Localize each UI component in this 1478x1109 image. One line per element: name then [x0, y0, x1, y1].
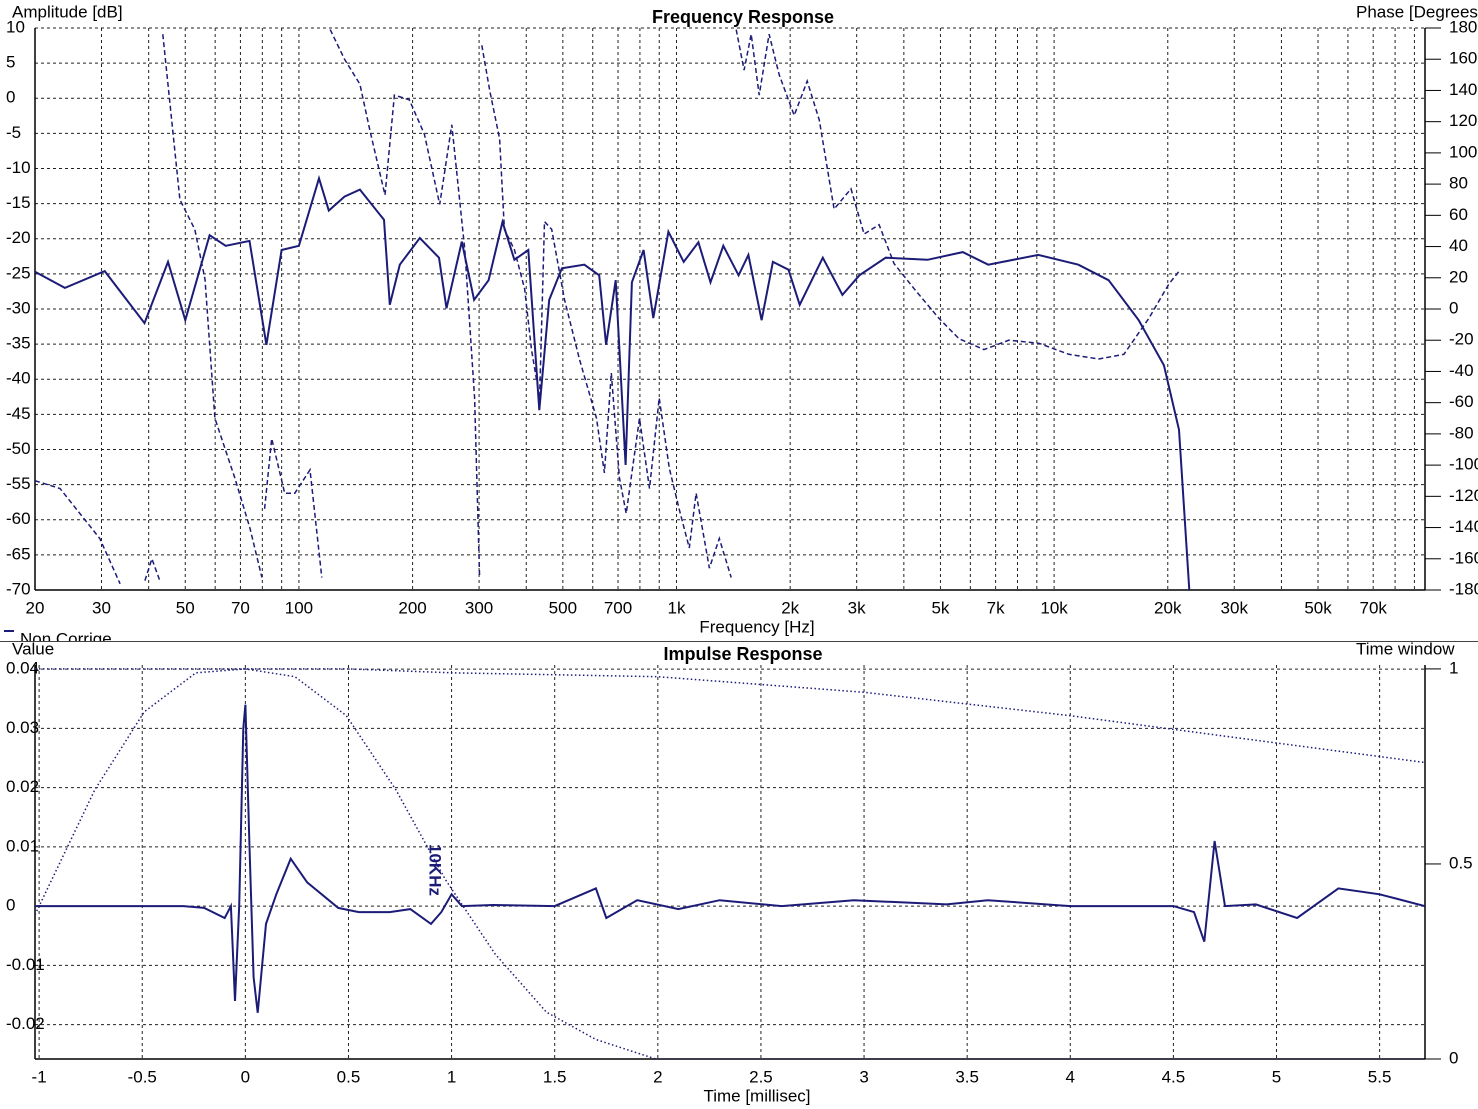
- y-tick-label: -30: [6, 298, 31, 317]
- y2-tick-label: 0: [1449, 1048, 1458, 1067]
- y-tick-label: -0.02: [6, 1014, 45, 1033]
- y2-tick-label: 60: [1449, 205, 1468, 224]
- y2-tick-label: 140: [1449, 80, 1477, 99]
- series-line: [35, 668, 1425, 1059]
- x-tick-label: 700: [604, 598, 632, 617]
- y2-axis-label: Phase [Degrees]: [1356, 2, 1478, 21]
- y2-tick-label: 20: [1449, 267, 1468, 286]
- y2-tick-label: -60: [1449, 392, 1474, 411]
- annotation: 10KHz: [426, 844, 445, 896]
- series-line: [35, 29, 1180, 585]
- x-axis-label: Time [millisec]: [703, 1086, 810, 1105]
- plot-area: [35, 665, 1425, 1059]
- series-line: [35, 174, 1191, 590]
- series-group: [35, 668, 1425, 1059]
- legend-label: Non Corrige: [20, 629, 112, 641]
- x-tick-label: 100: [285, 598, 313, 617]
- x-tick-label: 2: [653, 1067, 662, 1086]
- y2-tick-label: 40: [1449, 236, 1468, 255]
- x-tick-label: 3: [859, 1067, 868, 1086]
- y2-tick-label: -160: [1449, 548, 1478, 567]
- x-tick-label: 5.5: [1368, 1067, 1392, 1086]
- x-tick-label: 300: [465, 598, 493, 617]
- x-tick-label: 5k: [931, 598, 949, 617]
- x-tick-label: 200: [398, 598, 426, 617]
- y-tick-label: -35: [6, 334, 31, 353]
- x-tick-label: 50k: [1304, 598, 1332, 617]
- y-tick-label: 0.02: [6, 777, 39, 796]
- x-tick-label: 0.5: [337, 1067, 361, 1086]
- y2-tick-label: 100: [1449, 142, 1477, 161]
- y2-tick-label: 160: [1449, 49, 1477, 68]
- y-tick-label: -55: [6, 474, 31, 493]
- x-tick-label: 5: [1272, 1067, 1281, 1086]
- y-tick-label: 0.04: [6, 659, 39, 678]
- y-axis-label: Amplitude [dB]: [12, 2, 123, 21]
- y-tick-label: 0: [6, 88, 15, 107]
- y2-tick-label: -120: [1449, 486, 1478, 505]
- chart-panel: 1050-5-10-15-20-25-30-35-40-45-50-55-60-…: [4, 2, 1478, 641]
- y2-tick-label: -80: [1449, 423, 1474, 442]
- y-tick-label: -65: [6, 544, 31, 563]
- y-tick-label: 10: [6, 17, 25, 36]
- y2-tick-label: 1: [1449, 658, 1458, 677]
- x-tick-label: 3.5: [955, 1067, 979, 1086]
- y-axis-label: Value: [12, 641, 54, 658]
- x-tick-label: 4: [1066, 1067, 1075, 1086]
- y2-tick-label: 80: [1449, 174, 1468, 193]
- y2-tick-label: 120: [1449, 111, 1477, 130]
- x-tick-label: 500: [549, 598, 577, 617]
- x-tick-label: 70: [231, 598, 250, 617]
- y-tick-label: -10: [6, 158, 31, 177]
- x-tick-label: 3k: [848, 598, 866, 617]
- x-tick-label: 10k: [1040, 598, 1068, 617]
- x-tick-label: 2.5: [749, 1067, 773, 1086]
- y2-tick-label: -140: [1449, 517, 1478, 536]
- x-tick-label: 30: [92, 598, 111, 617]
- y-tick-label: -5: [6, 123, 21, 142]
- y2-tick-label: -20: [1449, 330, 1474, 349]
- y2-tick-label: -40: [1449, 361, 1474, 380]
- y2-tick-label: 180: [1449, 17, 1477, 36]
- y-tick-label: -45: [6, 404, 31, 423]
- x-axis-label: Frequency [Hz]: [699, 617, 814, 636]
- y-tick-label: -60: [6, 509, 31, 528]
- x-tick-label: 4.5: [1162, 1067, 1186, 1086]
- series-line: [35, 704, 1425, 1013]
- series-group: [35, 29, 1191, 590]
- chart-title: Frequency Response: [652, 7, 834, 27]
- x-tick-label: -0.5: [128, 1067, 157, 1086]
- y-tick-label: -50: [6, 439, 31, 458]
- y-tick-label: 0: [6, 896, 15, 915]
- y2-tick-label: -180: [1449, 579, 1478, 598]
- y2-tick-label: -100: [1449, 455, 1478, 474]
- y-tick-label: -70: [6, 579, 31, 598]
- x-tick-label: 50: [176, 598, 195, 617]
- y-tick-label: -40: [6, 369, 31, 388]
- x-tick-label: 2k: [781, 598, 799, 617]
- y2-tick-label: 0: [1449, 298, 1458, 317]
- x-tick-label: 30k: [1221, 598, 1249, 617]
- y-tick-label: -15: [6, 193, 31, 212]
- x-tick-label: 1: [447, 1067, 456, 1086]
- y2-tick-label: 0.5: [1449, 853, 1473, 872]
- chart-title: Impulse Response: [663, 644, 822, 664]
- x-tick-label: 1k: [668, 598, 686, 617]
- y-tick-label: 5: [6, 53, 15, 72]
- x-tick-label: 20: [26, 598, 45, 617]
- y2-axis-label: Time window: [1356, 641, 1455, 658]
- x-tick-label: 0: [241, 1067, 250, 1086]
- y-tick-label: 0.01: [6, 836, 39, 855]
- x-tick-label: 7k: [987, 598, 1005, 617]
- x-tick-label: 1.5: [543, 1067, 567, 1086]
- y-tick-label: -25: [6, 263, 31, 282]
- x-tick-label: 20k: [1154, 598, 1182, 617]
- x-tick-label: 70k: [1359, 598, 1387, 617]
- y-tick-label: -20: [6, 228, 31, 247]
- x-tick-label: -1: [32, 1067, 47, 1086]
- y-tick-label: 0.03: [6, 718, 39, 737]
